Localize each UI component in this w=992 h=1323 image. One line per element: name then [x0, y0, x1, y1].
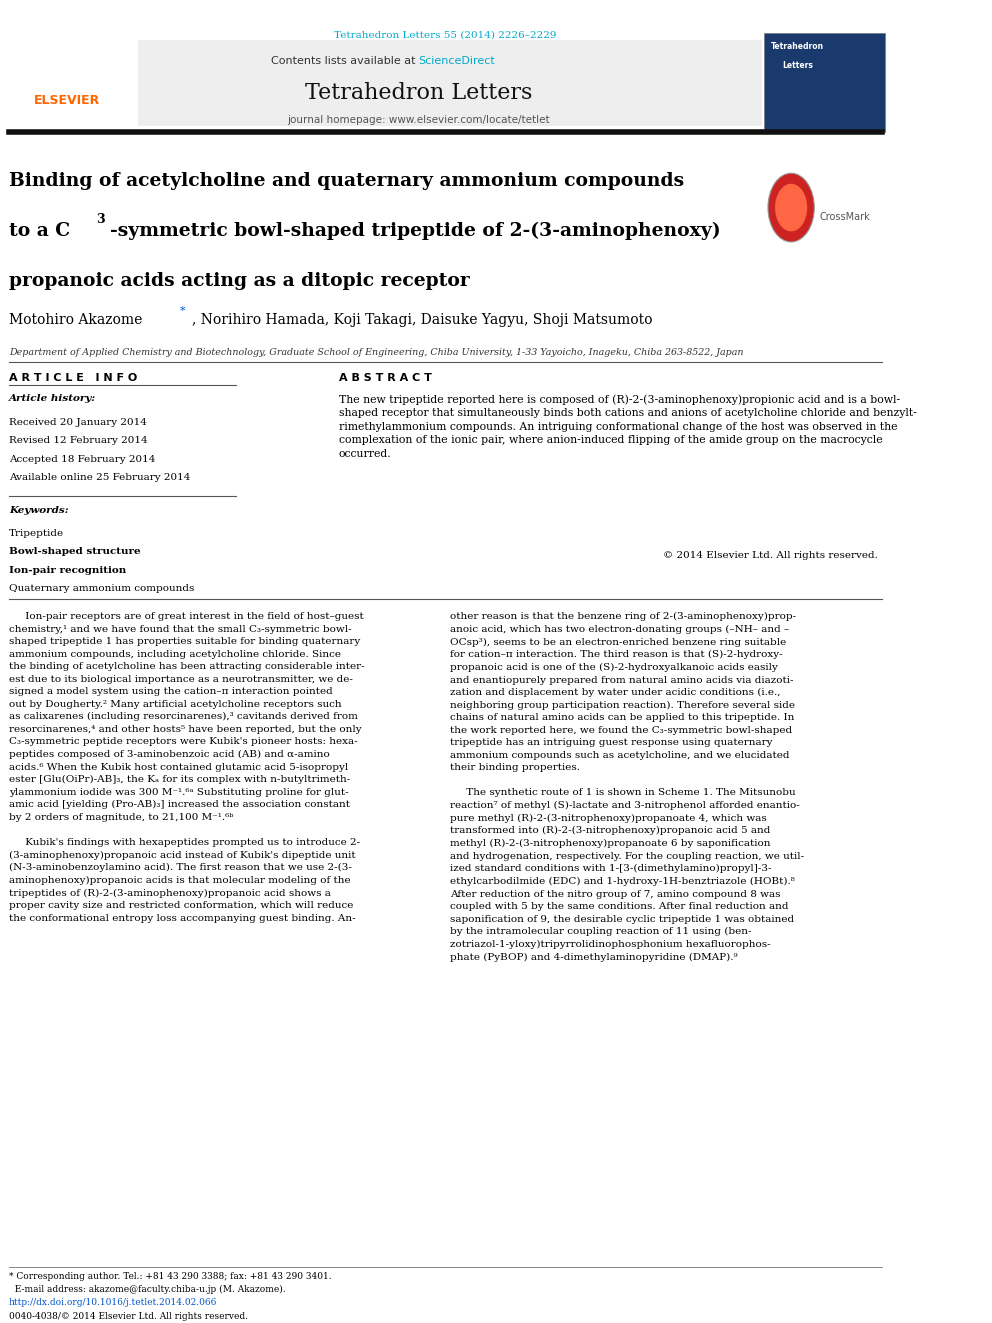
Text: Tetrahedron Letters: Tetrahedron Letters: [305, 82, 533, 105]
Text: The new tripeptide reported here is composed of (R)-2-(3-aminophenoxy)propionic : The new tripeptide reported here is comp…: [338, 394, 917, 459]
Text: Binding of acetylcholine and quaternary ammonium compounds: Binding of acetylcholine and quaternary …: [9, 172, 684, 191]
Text: Keywords:: Keywords:: [9, 507, 68, 516]
Text: -symmetric bowl-shaped tripeptide of 2-(3-aminophenoxy): -symmetric bowl-shaped tripeptide of 2-(…: [109, 222, 720, 241]
Text: Article history:: Article history:: [9, 394, 96, 404]
Text: A B S T R A C T: A B S T R A C T: [338, 373, 432, 382]
Text: Received 20 January 2014: Received 20 January 2014: [9, 418, 147, 427]
Text: A R T I C L E   I N F O: A R T I C L E I N F O: [9, 373, 137, 382]
Text: Letters: Letters: [782, 61, 812, 70]
Text: Tetrahedron Letters 55 (2014) 2226–2229: Tetrahedron Letters 55 (2014) 2226–2229: [334, 30, 557, 40]
Text: to a C: to a C: [9, 222, 70, 239]
Circle shape: [768, 173, 814, 242]
Text: other reason is that the benzene ring of 2-(3-aminophenoxy)prop-
anoic acid, whi: other reason is that the benzene ring of…: [450, 613, 805, 962]
Text: Revised 12 February 2014: Revised 12 February 2014: [9, 437, 148, 446]
Text: CrossMark: CrossMark: [819, 212, 870, 222]
Text: 3: 3: [96, 213, 105, 226]
Text: Tripeptide: Tripeptide: [9, 529, 64, 538]
Text: http://dx.doi.org/10.1016/j.tetlet.2014.02.066: http://dx.doi.org/10.1016/j.tetlet.2014.…: [9, 1298, 217, 1307]
Text: Accepted 18 February 2014: Accepted 18 February 2014: [9, 455, 156, 464]
Text: 0040-4038/© 2014 Elsevier Ltd. All rights reserved.: 0040-4038/© 2014 Elsevier Ltd. All right…: [9, 1311, 248, 1320]
Text: Available online 25 February 2014: Available online 25 February 2014: [9, 474, 190, 483]
FancyBboxPatch shape: [765, 33, 885, 132]
Text: Contents lists available at: Contents lists available at: [271, 56, 419, 66]
Text: © 2014 Elsevier Ltd. All rights reserved.: © 2014 Elsevier Ltd. All rights reserved…: [663, 552, 878, 561]
Text: Department of Applied Chemistry and Biotechnology, Graduate School of Engineerin: Department of Applied Chemistry and Biot…: [9, 348, 743, 357]
Text: E-mail address: akazome@faculty.chiba-u.jp (M. Akazome).: E-mail address: akazome@faculty.chiba-u.…: [9, 1285, 286, 1294]
Text: Motohiro Akazome: Motohiro Akazome: [9, 314, 142, 327]
Text: Bowl-shaped structure: Bowl-shaped structure: [9, 548, 141, 557]
Text: * Corresponding author. Tel.: +81 43 290 3388; fax: +81 43 290 3401.: * Corresponding author. Tel.: +81 43 290…: [9, 1271, 331, 1281]
Text: journal homepage: www.elsevier.com/locate/tetlet: journal homepage: www.elsevier.com/locat…: [288, 115, 550, 126]
Text: ScienceDirect: ScienceDirect: [419, 56, 495, 66]
FancyBboxPatch shape: [9, 40, 138, 126]
Circle shape: [775, 184, 807, 232]
Text: ELSEVIER: ELSEVIER: [34, 94, 100, 107]
Text: Quaternary ammonium compounds: Quaternary ammonium compounds: [9, 585, 194, 594]
Text: propanoic acids acting as a ditopic receptor: propanoic acids acting as a ditopic rece…: [9, 273, 469, 290]
Text: *: *: [180, 306, 186, 315]
Text: Ion-pair receptors are of great interest in the field of host–guest
chemistry,¹ : Ion-pair receptors are of great interest…: [9, 613, 364, 922]
Text: Ion-pair recognition: Ion-pair recognition: [9, 566, 126, 576]
Text: Tetrahedron: Tetrahedron: [771, 42, 824, 52]
Text: , Norihiro Hamada, Koji Takagi, Daisuke Yagyu, Shoji Matsumoto: , Norihiro Hamada, Koji Takagi, Daisuke …: [191, 314, 652, 327]
FancyBboxPatch shape: [9, 40, 762, 126]
